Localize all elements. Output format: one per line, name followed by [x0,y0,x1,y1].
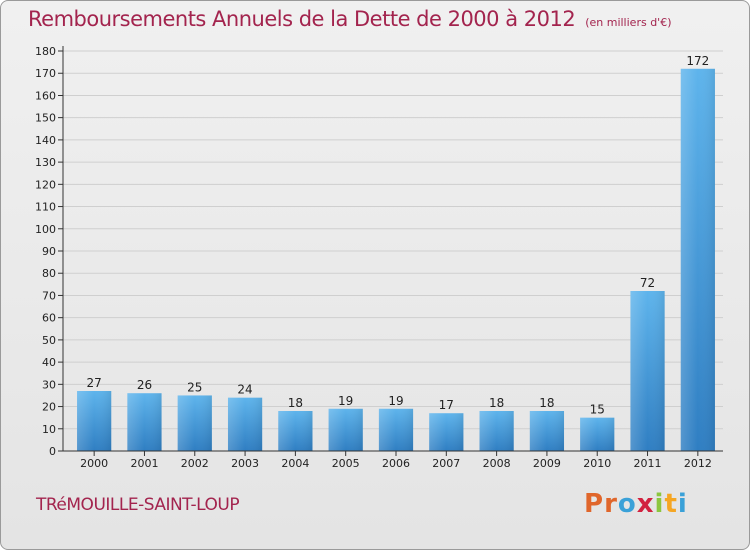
x-tick-label: 2001 [130,457,158,470]
bar-value-label: 15 [590,403,605,417]
bar-group: 18 [529,396,565,451]
y-tick-label: 110 [35,201,56,214]
bar-group: 25 [177,380,212,451]
bar-value-label: 18 [539,396,554,410]
bar-value-label: 172 [686,54,709,68]
bar-value-label: 17 [439,398,454,412]
x-tick-label: 2010 [583,457,611,470]
logo-letter: r [604,489,618,519]
bar-value-label: 26 [137,378,152,392]
bar-shade [127,393,162,451]
bar-value-label: 72 [640,276,655,290]
bar-shade [580,417,615,451]
y-tick-label: 130 [35,156,56,169]
x-tick-label: 2008 [483,457,511,470]
bar-value-label: 27 [87,376,102,390]
y-tick-label: 10 [42,423,56,436]
bar-shade [177,395,212,451]
bar-group: 17 [429,398,464,451]
x-tick-label: 2006 [382,457,410,470]
bar-group: 26 [127,378,162,451]
y-tick-label: 160 [35,89,56,102]
location-name: TRéMOUILLE-SAINT-LOUP [36,495,240,515]
bar-group: 19 [378,394,414,451]
bar-shade [529,411,565,451]
y-tick-label: 40 [42,356,56,369]
y-tick-label: 0 [49,445,56,458]
x-tick-label: 2009 [533,457,561,470]
x-tick-label: 2005 [332,457,360,470]
x-tick-label: 2011 [634,457,662,470]
bar-shade [479,411,514,451]
proxiti-logo: Proxiti [584,489,688,519]
x-tick-label: 2007 [432,457,460,470]
grid-lines [63,50,723,452]
y-tick-label: 30 [42,378,56,391]
bar-value-label: 18 [288,396,303,410]
bar-group: 18 [479,396,514,451]
bar-shade [227,397,263,451]
bar-shade [77,391,112,451]
x-tick-label: 2000 [80,457,108,470]
bar-value-label: 19 [338,394,353,408]
y-tick-label: 120 [35,178,56,191]
x-tick-label: 2004 [281,457,309,470]
bar-group: 19 [328,394,363,451]
bar-value-label: 19 [388,394,403,408]
bar-value-label: 24 [237,383,252,397]
y-tick-label: 50 [42,334,56,347]
y-tick-label: 20 [42,401,56,414]
bar-shade [680,68,715,452]
x-tick-label: 2003 [231,457,259,470]
bar-group: 18 [278,396,313,451]
y-tick-label: 100 [35,223,56,236]
x-tick-label: 2002 [181,457,209,470]
bar-group: 15 [580,403,615,451]
logo-letter: i [654,489,665,519]
bar-shade [429,413,464,451]
y-tick-label: 90 [42,245,56,258]
bar-value-label: 18 [489,396,504,410]
y-tick-label: 180 [35,45,56,58]
logo-letter: o [617,489,637,519]
bar-group: 24 [227,383,263,451]
bars: 27 26 25 24 18 19 19 17 18 18 15 72 172 [77,54,715,452]
y-tick-label: 150 [35,112,56,125]
x-tick-label: 2012 [684,457,712,470]
y-tick-label: 60 [42,312,56,325]
axes: 0 10 20 30 40 50 60 70 80 90 100 110 120 130 140 150 160… [35,45,723,470]
bar-shade [278,411,313,451]
logo-letter: x [636,489,655,519]
chart-title-text: Remboursements Annuels de la Dette de 20… [28,7,576,31]
logo-letter: P [584,489,605,519]
bar-group: 72 [630,276,665,451]
bar-shade [378,408,414,451]
logo-letter: i [677,489,688,519]
y-tick-label: 80 [42,267,56,280]
bar-shade [630,291,665,451]
y-tick-label: 70 [42,289,56,302]
logo-letter: t [664,489,678,519]
chart-subtitle: (en milliers d'€) [585,16,672,29]
bar-group: 172 [680,54,715,452]
bar-shade [328,408,363,451]
chart-title: Remboursements Annuels de la Dette de 20… [28,7,671,31]
y-tick-label: 170 [35,67,56,80]
y-tick-label: 140 [35,134,56,147]
bar-value-label: 25 [187,380,202,394]
bar-group: 27 [77,376,112,451]
